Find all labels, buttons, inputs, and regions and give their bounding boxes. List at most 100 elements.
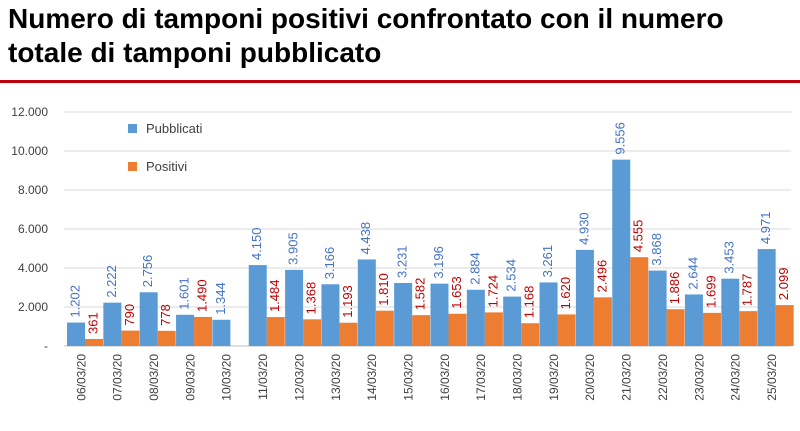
x-tick-label: 15/03/20 <box>401 354 415 401</box>
bar-pubblicati <box>648 270 667 346</box>
data-label-pubblicati: 4.150 <box>249 228 264 261</box>
data-label-positivi: 1.724 <box>485 275 500 308</box>
data-label-pubblicati: 3.231 <box>395 245 410 278</box>
x-tick-label: 21/03/20 <box>620 354 634 401</box>
bar-pubblicati <box>357 259 376 346</box>
y-tick-label: 4.000 <box>18 261 48 275</box>
bar-positivi <box>484 312 503 346</box>
x-tick-label: 13/03/20 <box>329 354 343 401</box>
data-label-pubblicati: 2.644 <box>685 257 700 290</box>
data-label-positivi: 1.193 <box>340 285 355 318</box>
data-label-pubblicati: 2.534 <box>504 259 519 292</box>
legend-swatch-pubblicati <box>128 124 137 133</box>
bar-positivi <box>194 316 213 346</box>
bar-positivi <box>121 330 140 346</box>
data-label-pubblicati: 2.884 <box>467 252 482 285</box>
data-label-positivi: 778 <box>158 304 173 326</box>
bar-positivi <box>448 313 467 346</box>
legend-label-positivi: Positivi <box>146 159 187 174</box>
bar-positivi <box>593 297 612 346</box>
data-label-positivi: 2.496 <box>594 260 609 293</box>
bar-positivi <box>739 311 758 346</box>
data-label-positivi: 2.099 <box>776 268 791 301</box>
data-label-positivi: 790 <box>122 304 137 326</box>
bar-pubblicati <box>539 282 558 346</box>
data-label-pubblicati: 3.261 <box>540 245 555 278</box>
bar-positivi <box>702 312 721 346</box>
bar-positivi <box>266 317 285 346</box>
bar-positivi <box>521 323 540 346</box>
x-tick-label: 09/03/20 <box>183 354 197 401</box>
bar-positivi <box>630 257 649 346</box>
data-label-pubblicati: 1.202 <box>67 285 82 318</box>
data-label-pubblicati: 2.222 <box>104 265 119 298</box>
bar-pubblicati <box>139 292 158 346</box>
data-label-positivi: 1.582 <box>413 278 428 311</box>
bar-pubblicati <box>612 159 631 346</box>
bar-positivi <box>375 310 394 346</box>
bar-pubblicati <box>430 283 449 346</box>
data-label-pubblicati: 3.905 <box>286 232 301 265</box>
bar-pubblicati <box>394 282 413 346</box>
x-tick-label: 07/03/20 <box>111 354 125 401</box>
chart-title: Numero di tamponi positivi confrontato c… <box>8 3 724 68</box>
y-tick-label: 8.000 <box>18 183 48 197</box>
x-tick-label: 10/03/20 <box>220 354 234 401</box>
data-label-positivi: 361 <box>85 312 100 334</box>
x-tick-label: 16/03/20 <box>438 354 452 401</box>
bar-pubblicati <box>466 289 485 346</box>
x-tick-label: 12/03/20 <box>292 354 306 401</box>
bar-pubblicati <box>176 314 195 346</box>
data-label-positivi: 1.368 <box>304 282 319 315</box>
bar-pubblicati <box>285 269 304 346</box>
data-label-pubblicati: 4.438 <box>358 222 373 255</box>
data-label-positivi: 4.555 <box>631 220 646 253</box>
bar-positivi <box>303 319 322 346</box>
bar-pubblicati <box>684 294 703 346</box>
x-tick-label: 06/03/20 <box>74 354 88 401</box>
data-label-pubblicati: 1.344 <box>213 282 228 315</box>
x-tick-label: 24/03/20 <box>729 354 743 401</box>
legend-swatch-positivi <box>128 162 137 171</box>
y-tick-label: - <box>44 339 48 353</box>
x-tick-label: 18/03/20 <box>511 354 525 401</box>
x-tick-label: 25/03/20 <box>765 354 779 401</box>
bar-positivi <box>775 305 794 346</box>
bar-pubblicati <box>212 319 231 346</box>
data-label-positivi: 1.787 <box>740 274 755 307</box>
y-tick-label: 12.000 <box>11 105 48 119</box>
bar-pubblicati <box>721 278 740 346</box>
x-tick-label: 08/03/20 <box>147 354 161 401</box>
data-label-positivi: 1.490 <box>194 279 209 312</box>
y-tick-label: 2.000 <box>18 300 48 314</box>
data-label-pubblicati: 3.196 <box>431 246 446 279</box>
x-tick-label: 11/03/20 <box>256 354 270 400</box>
data-label-positivi: 1.653 <box>449 276 464 309</box>
data-label-positivi: 1.168 <box>522 286 537 319</box>
legend-label-pubblicati: Pubblicati <box>146 121 202 136</box>
y-tick-label: 6.000 <box>18 222 48 236</box>
bar-pubblicati <box>248 265 267 346</box>
x-tick-label: 23/03/20 <box>692 354 706 401</box>
data-label-pubblicati: 3.453 <box>722 241 737 274</box>
data-label-positivi: 1.620 <box>558 277 573 310</box>
bar-pubblicati <box>103 302 122 346</box>
data-label-pubblicati: 9.556 <box>613 122 628 155</box>
x-tick-label: 20/03/20 <box>583 354 597 401</box>
y-tick-label: 10.000 <box>11 144 48 158</box>
data-label-pubblicati: 4.971 <box>758 212 773 245</box>
x-tick-label: 14/03/20 <box>365 354 379 401</box>
data-label-positivi: 1.810 <box>376 273 391 306</box>
bar-positivi <box>557 314 576 346</box>
data-label-positivi: 1.484 <box>267 280 282 313</box>
x-tick-label: 17/03/20 <box>474 354 488 401</box>
bar-pubblicati <box>67 322 85 346</box>
bar-positivi <box>666 309 685 346</box>
data-label-pubblicati: 3.868 <box>649 233 664 266</box>
data-label-positivi: 1.886 <box>667 272 682 305</box>
data-label-pubblicati: 1.601 <box>176 277 191 310</box>
title-divider <box>0 80 800 83</box>
bar-pubblicati <box>503 296 522 346</box>
bar-pubblicati <box>575 249 594 346</box>
